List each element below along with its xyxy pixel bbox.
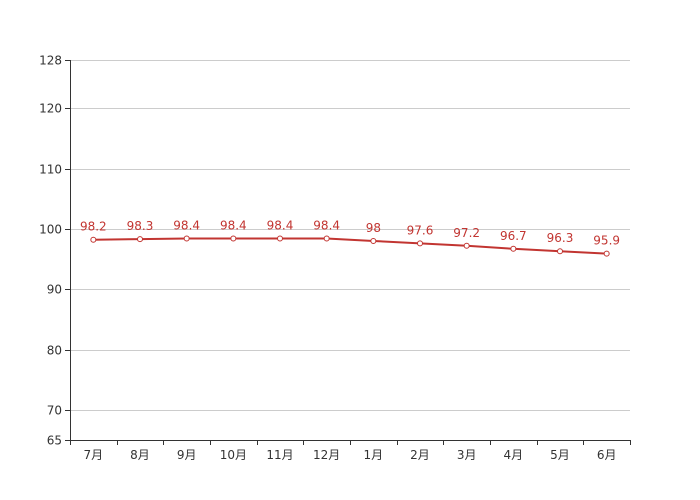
series-layer bbox=[90, 235, 610, 257]
data-label-0: 98.2 bbox=[80, 220, 107, 234]
x-tick-label-8: 3月 bbox=[457, 448, 477, 462]
data-point-0 bbox=[90, 236, 97, 243]
data-point-5 bbox=[323, 235, 330, 242]
x-tick-label-6: 1月 bbox=[364, 448, 384, 462]
data-point-1 bbox=[137, 236, 143, 243]
data-point-8 bbox=[463, 242, 470, 249]
data-point-11 bbox=[603, 250, 610, 257]
x-tick-label-10: 5月 bbox=[550, 448, 570, 462]
data-point-4 bbox=[277, 235, 283, 242]
data-point-3 bbox=[230, 235, 237, 242]
data-label-7: 97.6 bbox=[407, 223, 434, 237]
data-label-11: 95.9 bbox=[593, 234, 620, 248]
y-tick-label-3: 90 bbox=[47, 283, 62, 297]
y-tick-label-1: 70 bbox=[47, 404, 62, 418]
x-tick-label-0: 7月 bbox=[84, 448, 104, 462]
y-tick-label-4: 100 bbox=[39, 223, 62, 237]
y-tick-label-5: 110 bbox=[39, 163, 62, 177]
data-label-9: 96.7 bbox=[500, 229, 527, 243]
x-tick-label-2: 9月 bbox=[177, 448, 197, 462]
y-tick-label-2: 80 bbox=[47, 344, 62, 358]
x-tick-label-1: 8月 bbox=[130, 448, 150, 462]
series-line-0 bbox=[93, 237, 607, 255]
data-point-9 bbox=[510, 245, 517, 252]
x-tick-label-3: 10月 bbox=[220, 448, 247, 462]
labels-layer: 98.2 98.3 98.4 98.4 98.4 98.4 98 97.6 97.2 96.7 96… bbox=[80, 219, 620, 248]
y-tick-label-7: 128 bbox=[39, 54, 62, 68]
axes: 65 70 80 90 100 110 120 128 7月 8月 9月 10月 11月 12月 1月 2月 3… bbox=[39, 54, 631, 462]
x-tick-label-9: 4月 bbox=[504, 448, 524, 462]
data-point-6 bbox=[370, 237, 377, 244]
data-point-10 bbox=[557, 248, 563, 255]
x-tick-label-7: 2月 bbox=[410, 448, 430, 462]
data-label-3: 98.4 bbox=[220, 219, 247, 233]
data-label-6: 98 bbox=[366, 221, 381, 235]
x-tick-label-11: 6月 bbox=[597, 448, 617, 462]
x-tick-label-5: 12月 bbox=[313, 448, 340, 462]
x-tick-label-4: 11月 bbox=[266, 448, 293, 462]
data-point-2 bbox=[183, 235, 190, 242]
data-point-7 bbox=[417, 240, 423, 247]
y-tick-label-0: 65 bbox=[47, 434, 62, 448]
data-label-1: 98.3 bbox=[127, 219, 154, 233]
data-label-10: 96.3 bbox=[547, 231, 574, 245]
data-label-2: 98.4 bbox=[173, 219, 200, 233]
data-label-4: 98.4 bbox=[267, 219, 294, 233]
grid-lines bbox=[70, 60, 630, 411]
data-label-5: 98.4 bbox=[313, 219, 340, 233]
y-tick-label-6: 120 bbox=[39, 102, 62, 116]
data-label-8: 97.2 bbox=[453, 226, 480, 240]
